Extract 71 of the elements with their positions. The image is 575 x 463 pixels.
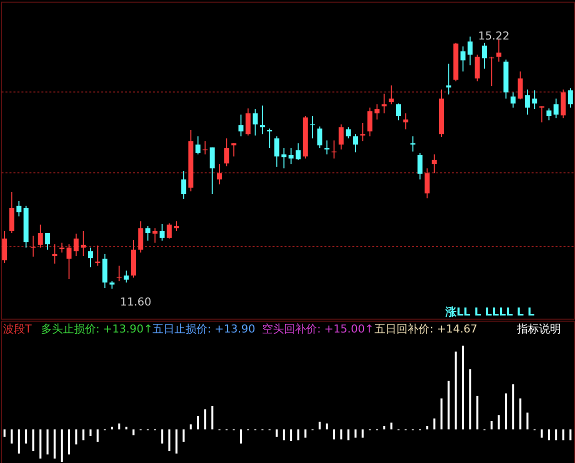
candlestick [496, 38, 502, 62]
candlestick [432, 154, 437, 174]
candlestick [252, 108, 258, 136]
candlestick [403, 112, 408, 130]
annotation: 15.22 [478, 30, 510, 43]
candlestick [88, 247, 94, 268]
candlestick [460, 46, 466, 72]
candlestick [138, 220, 144, 254]
candlestick [554, 98, 559, 119]
candlestick [338, 124, 344, 150]
candlestick [560, 89, 566, 119]
candlestick [296, 142, 301, 160]
text: 空头回补价: +15.00↑ [262, 322, 374, 336]
candlestick [195, 136, 200, 155]
candlestick [52, 244, 58, 264]
candlestick [267, 128, 272, 149]
candlestick [9, 191, 14, 234]
candlestick [59, 242, 64, 254]
candlestick [45, 232, 50, 250]
candlestick [2, 230, 8, 264]
candlestick [224, 138, 230, 167]
text: 指标说明 [516, 322, 562, 336]
candlestick [482, 42, 487, 70]
candlestick [95, 245, 100, 266]
candlestick [346, 126, 351, 139]
candlestick [367, 107, 372, 137]
candlestick [524, 89, 530, 116]
candlestick [353, 134, 358, 153]
candlestick [260, 105, 265, 135]
text: 波段T [2, 322, 32, 336]
candlestick [74, 233, 79, 257]
candlestick [210, 146, 215, 195]
candlestick [124, 270, 129, 283]
candlestick [38, 224, 43, 248]
annotation: 涨LL L LLLL L L [444, 306, 535, 319]
candlestick [510, 92, 516, 108]
candlestick [396, 102, 402, 121]
candlestick [518, 70, 523, 100]
candlestick [145, 226, 150, 242]
candlestick [418, 152, 422, 180]
candlestick [166, 222, 172, 240]
candlestick [181, 170, 186, 200]
text: 五日止损价: +13.90 [152, 322, 256, 336]
text: 多头止损价: +13.90↑ [40, 322, 153, 336]
candlestick [410, 136, 416, 152]
candlestick [324, 140, 330, 155]
annotation: 11.60 [120, 296, 152, 309]
candlestick [360, 122, 366, 142]
candlestick [102, 253, 108, 289]
candlestick [174, 220, 179, 232]
candlestick [317, 126, 322, 149]
candlestick [274, 136, 280, 168]
candlestick [382, 93, 387, 114]
candlestick [446, 63, 452, 95]
candlestick [546, 108, 552, 121]
candlestick [474, 54, 480, 82]
candlestick [288, 148, 294, 165]
candlestick [424, 168, 430, 199]
text: 五日回补价: +14.67 [374, 322, 478, 336]
candlestick [568, 88, 573, 108]
candlestick [246, 108, 251, 136]
candlestick [231, 142, 236, 157]
candlestick [468, 36, 473, 66]
candlestick [160, 223, 165, 242]
candlestick [238, 114, 244, 137]
candlestick [216, 164, 222, 185]
candlestick [374, 104, 380, 120]
candlestick [66, 244, 72, 280]
candlestick [388, 84, 394, 105]
candlestick [16, 200, 22, 217]
candlestick [532, 90, 538, 110]
